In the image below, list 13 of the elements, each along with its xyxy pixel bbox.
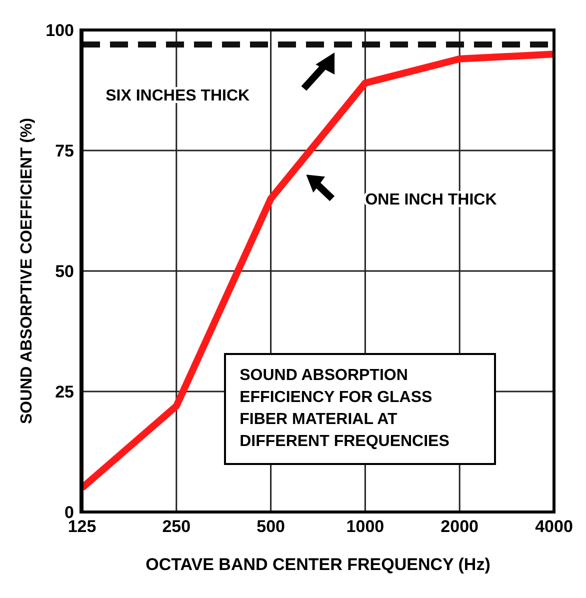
x-tick-label: 250 xyxy=(162,517,191,536)
y-tick-label: 50 xyxy=(55,262,74,282)
x-axis-title: OCTAVE BAND CENTER FREQUENCY (Hz) xyxy=(146,555,490,574)
x-tick-label: 4000 xyxy=(535,517,573,536)
x-tick-label: 500 xyxy=(256,517,285,536)
y-axis-title: SOUND ABSORPTIVE COEFFICIENT (%) xyxy=(18,118,36,424)
x-tick-label: 125 xyxy=(68,517,96,536)
x-tick-label: 1000 xyxy=(346,517,384,536)
note-box: SOUND ABSORPTION EFFICIENCY FOR GLASS FIBER MATERIAL AT DIFFERENT FREQUENCIES xyxy=(224,352,496,465)
x-tick-label: 2000 xyxy=(440,517,479,536)
y-tick-label: 75 xyxy=(55,142,74,161)
y-tick-label: 100 xyxy=(46,21,74,40)
y-tick-label: 25 xyxy=(55,382,74,402)
